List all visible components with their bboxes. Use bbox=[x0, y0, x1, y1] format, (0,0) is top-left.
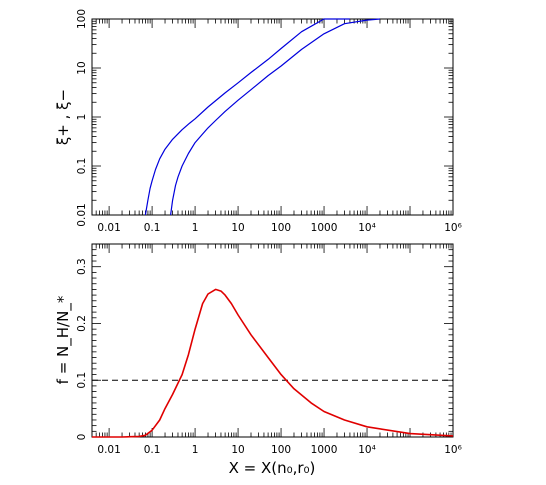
panel-xi: 0.01 0.1 1 10 100 1000 10⁴ 10⁶ 0.01 0.1 1 10 100 ξ+… bbox=[54, 9, 462, 234]
x-tick-label: 1 bbox=[192, 222, 199, 234]
f-curve bbox=[92, 288, 454, 438]
y-tick-label: 10 bbox=[76, 61, 88, 74]
x-tick-label: 0.01 bbox=[97, 444, 120, 456]
y-axis-title-bottom: f = N_H/N_* bbox=[54, 295, 73, 384]
x-tick-label: 10 bbox=[231, 444, 244, 456]
plot-frame-top bbox=[91, 18, 454, 216]
y-tick-label: 0.1 bbox=[76, 158, 88, 175]
x-tick-labels-bottom: 0.01 0.1 1 10 100 1000 10⁴ 10⁶ bbox=[97, 444, 461, 456]
x-tick-label: 1000 bbox=[311, 222, 338, 234]
x-tick-label: 10 bbox=[231, 222, 244, 234]
x-tick-label: 10⁶ bbox=[444, 222, 462, 234]
x-tick-label: 0.1 bbox=[144, 222, 161, 234]
y-tick-label: 0 bbox=[76, 434, 88, 441]
x-tick-label: 100 bbox=[271, 222, 291, 234]
y-tick-label: 100 bbox=[76, 9, 88, 29]
panel-f: 0.01 0.1 1 10 100 1000 10⁴ 10⁶ 0 0.1 0.2 0.3 f = N… bbox=[54, 243, 462, 477]
y-tick-label: 0.01 bbox=[76, 203, 88, 226]
y-tick-label: 0.1 bbox=[76, 372, 88, 389]
ticks-bottom bbox=[91, 243, 454, 438]
plot-frame-bottom bbox=[91, 243, 454, 438]
y-tick-labels-bottom: 0 0.1 0.2 0.3 bbox=[76, 258, 88, 440]
x-tick-label: 0.1 bbox=[144, 444, 161, 456]
y-tick-label: 1 bbox=[76, 114, 88, 121]
xi-plus-curve bbox=[144, 18, 350, 216]
ticks-top bbox=[91, 18, 454, 216]
x-tick-label: 0.01 bbox=[97, 222, 120, 234]
xi-minus-curve bbox=[170, 18, 381, 216]
y-tick-labels-top: 0.01 0.1 1 10 100 bbox=[76, 9, 88, 227]
x-tick-label: 10⁴ bbox=[358, 222, 376, 234]
x-tick-label: 100 bbox=[271, 444, 291, 456]
y-tick-label: 0.2 bbox=[76, 315, 88, 332]
x-tick-labels-top: 0.01 0.1 1 10 100 1000 10⁴ 10⁶ bbox=[97, 222, 461, 234]
y-axis-title-top: ξ+ , ξ− bbox=[54, 89, 72, 145]
y-tick-label: 0.3 bbox=[76, 258, 88, 275]
curves-top bbox=[144, 18, 381, 216]
x-axis-title: X = X(n₀,r₀) bbox=[229, 459, 316, 477]
x-tick-label: 1000 bbox=[311, 444, 338, 456]
x-tick-label: 10⁶ bbox=[444, 444, 462, 456]
x-tick-label: 10⁴ bbox=[358, 444, 376, 456]
x-tick-label: 1 bbox=[192, 444, 199, 456]
